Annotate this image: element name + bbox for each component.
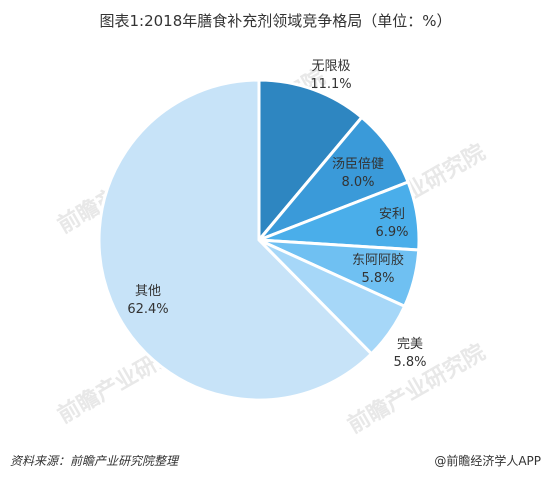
brand-credit: @前瞻经济学人APP: [434, 454, 541, 468]
slice-name-label: 东阿阿胶: [352, 252, 404, 268]
pie-slice-5: [97, 78, 373, 402]
pie-labels: 无限极 11.1% 汤臣倍健 8.0% 安利 6.9% 东阿阿胶 5.8% 完美 5.8% 其他 62…: [127, 59, 426, 370]
slice-value-label: 5.8%: [393, 355, 426, 370]
slice-value-label: 62.4%: [127, 302, 168, 317]
slice-value-label: 8.0%: [341, 175, 374, 190]
slice-value-label: 5.8%: [361, 271, 394, 286]
slice-name-label: 汤臣倍健: [332, 157, 384, 172]
pie-slices: [97, 78, 421, 402]
slice-value-label: 11.1%: [310, 77, 351, 92]
slice-name-label: 其他: [135, 284, 161, 299]
pie-slice-0: [257, 78, 364, 242]
slice-value-label: 6.9%: [375, 225, 408, 240]
slice-name-label: 安利: [379, 207, 405, 222]
chart-title: 图表1:2018年膳食补充剂领域竞争格局（单位：%）: [99, 12, 452, 30]
slice-name-label: 完美: [397, 337, 423, 352]
source-note: 资料来源：前瞻产业研究院整理: [10, 454, 179, 468]
slice-name-label: 无限极: [311, 59, 350, 74]
